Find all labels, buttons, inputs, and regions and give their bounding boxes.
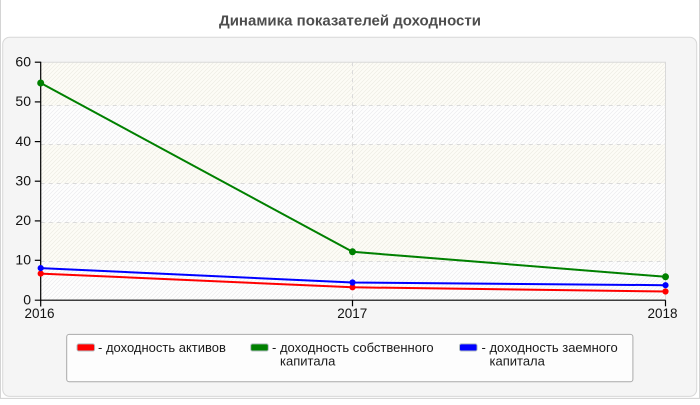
- svg-text:40: 40: [15, 133, 31, 149]
- svg-text:капитала: капитала: [280, 354, 336, 369]
- svg-text:- доходность активов: - доходность активов: [98, 340, 226, 355]
- svg-text:2017: 2017: [337, 306, 367, 321]
- svg-text:10: 10: [15, 252, 31, 268]
- svg-text:2018: 2018: [647, 306, 677, 321]
- svg-text:0: 0: [23, 291, 31, 307]
- svg-text:- доходность заемного: - доходность заемного: [482, 340, 618, 355]
- svg-text:2016: 2016: [24, 306, 54, 321]
- svg-text:30: 30: [15, 172, 31, 188]
- svg-text:50: 50: [15, 93, 31, 109]
- svg-text:20: 20: [15, 212, 31, 228]
- svg-text:капитала: капитала: [490, 354, 546, 369]
- svg-text:Динамика показателей доходност: Динамика показателей доходности: [219, 13, 481, 30]
- svg-text:- доходность собственного: - доходность собственного: [272, 340, 434, 355]
- svg-text:60: 60: [15, 53, 31, 69]
